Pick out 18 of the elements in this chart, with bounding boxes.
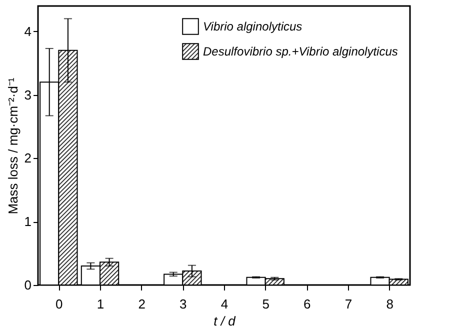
y-axis-title: Mass loss / mg·cm⁻²·d⁻¹ [5, 77, 20, 214]
y-tick-label: 1 [24, 214, 32, 230]
x-tick-label: 3 [180, 296, 187, 312]
x-tick-label: 5 [262, 296, 270, 312]
y-tick-label: 3 [24, 87, 32, 102]
x-tick-label: 4 [220, 296, 228, 312]
legend-label: Desulfovibrio sp.+Vibrio alginolyticus [203, 44, 398, 58]
y-tick-label: 4 [24, 24, 32, 39]
x-tick-label: 7 [344, 296, 352, 312]
x-axis-title: t / d [214, 314, 236, 328]
y-tick-label: 0 [24, 278, 32, 292]
x-tick-label: 0 [56, 296, 63, 312]
x-tick-label: 6 [304, 296, 311, 312]
x-tick-label: 8 [386, 296, 394, 312]
x-tick-label: 2 [138, 296, 146, 312]
legend-label: Vibrio alginolyticus [203, 20, 302, 34]
x-tick-label: 1 [96, 296, 104, 312]
y-tick-label: 2 [24, 150, 32, 166]
